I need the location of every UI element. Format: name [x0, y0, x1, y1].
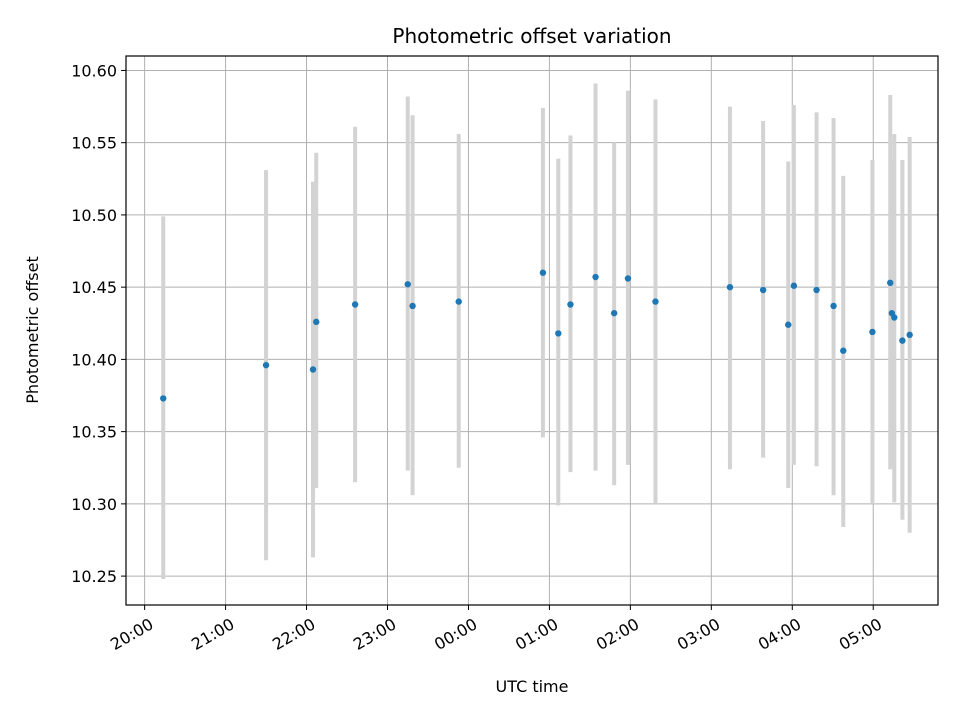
data-point: [652, 298, 659, 305]
data-point: [262, 361, 270, 369]
data-point: [790, 282, 798, 289]
data-point: [309, 366, 317, 373]
grid-lines: [126, 56, 938, 605]
data-point: [555, 330, 562, 337]
data-point: [759, 286, 767, 294]
data-point: [567, 301, 574, 308]
plot-frame: [125, 55, 939, 606]
data-points: [160, 269, 913, 402]
data-point: [409, 302, 416, 310]
x-axis-label: UTC time: [496, 677, 569, 696]
data-point: [830, 302, 837, 310]
y-tick-label: 10.35: [71, 423, 117, 442]
data-point: [610, 309, 618, 317]
data-point: [351, 301, 359, 308]
error-bars: [161, 83, 912, 579]
x-tick-label: 02:00: [593, 614, 642, 654]
y-tick-label: 10.50: [71, 206, 117, 225]
x-tick-label: 05:00: [836, 614, 885, 654]
x-tick-label: 04:00: [755, 614, 804, 654]
data-point: [813, 286, 820, 294]
y-axis-label: Photometric offset: [23, 256, 42, 404]
data-point: [785, 321, 792, 328]
data-point: [592, 273, 599, 281]
y-tick-label: 10.45: [71, 278, 117, 297]
data-point: [891, 314, 898, 321]
data-point: [906, 331, 913, 339]
y-axis-ticks: 10.25 10.30 10.35 10.40 10.45 10.50 10.55 10.60: [71, 61, 126, 586]
x-tick-label: 22:00: [269, 614, 318, 654]
x-tick-label: 20:00: [107, 614, 156, 654]
y-tick-label: 10.30: [71, 495, 117, 514]
data-point: [313, 318, 320, 326]
y-tick-label: 10.25: [71, 567, 117, 586]
x-tick-label: 23:00: [350, 614, 399, 654]
y-tick-label: 10.55: [71, 134, 117, 153]
data-point: [404, 281, 411, 288]
data-point: [160, 395, 167, 402]
data-point: [726, 283, 734, 291]
data-point: [840, 347, 847, 354]
x-axis-ticks: 20:00 21:00 22:00 23:00 00:00 01:00 02:00 03:00…: [107, 605, 885, 654]
data-point: [624, 275, 632, 282]
x-tick-label: 03:00: [674, 614, 723, 654]
y-tick-label: 10.60: [71, 61, 117, 80]
data-point: [869, 328, 876, 336]
data-point: [887, 279, 894, 287]
data-point: [455, 298, 462, 305]
x-tick-label: 21:00: [188, 614, 237, 654]
x-tick-label: 01:00: [512, 614, 561, 654]
data-point: [899, 337, 906, 344]
chart-title: Photometric offset variation: [392, 24, 671, 48]
x-tick-label: 00:00: [431, 614, 480, 654]
data-point: [539, 269, 547, 276]
y-tick-label: 10.40: [71, 350, 117, 369]
